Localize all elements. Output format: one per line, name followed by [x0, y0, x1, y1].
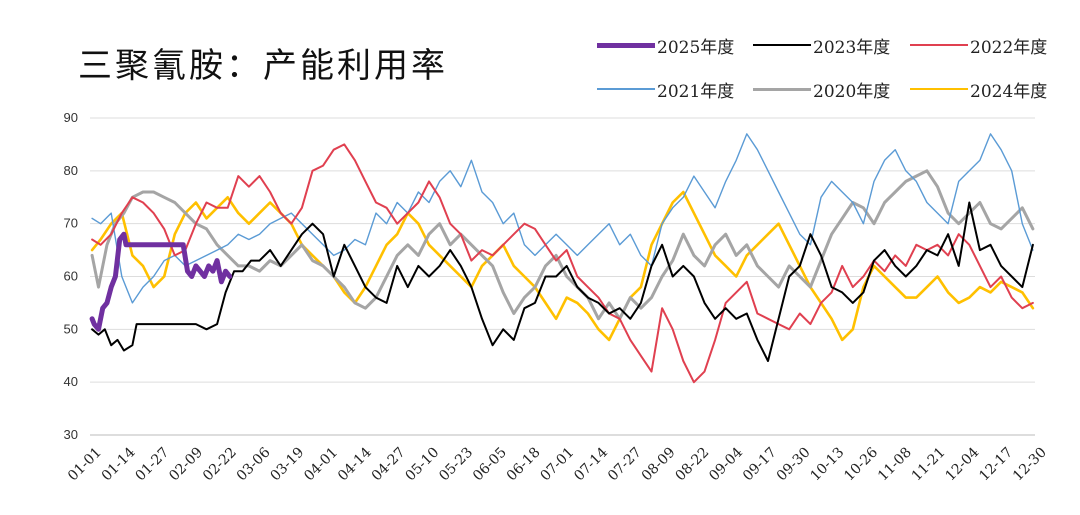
- x-tick-label-11-08: 11-08: [875, 445, 915, 485]
- x-tick-label-02-09: 02-09: [166, 445, 206, 485]
- legend-swatch: [753, 87, 811, 91]
- legend-swatch: [597, 42, 655, 48]
- chart-title: 三聚氰胺：产能利用率: [78, 46, 448, 86]
- y-tick-label-80: 80: [64, 163, 78, 178]
- series-line-2021年度: [91, 133, 1034, 304]
- x-tick-label-06-18: 06-18: [504, 445, 544, 485]
- x-tick-label-10-26: 10-26: [841, 444, 881, 484]
- x-tick-label-01-27: 01-27: [132, 445, 172, 485]
- legend-swatch: [910, 44, 968, 46]
- legend-item-2022年度: 2022年度: [910, 34, 1048, 58]
- legend-item-2023年度: 2023年度: [753, 34, 891, 58]
- legend-swatch: [910, 88, 968, 90]
- y-tick-label-60: 60: [64, 269, 78, 284]
- x-tick-label-11-21: 11-21: [909, 445, 949, 485]
- x-tick-label-05-10: 05-10: [402, 445, 442, 485]
- series-line-2025年度: [89, 231, 233, 332]
- x-tick-label-07-14: 07-14: [571, 444, 611, 484]
- series-line-2020年度: [90, 169, 1035, 321]
- x-tick-label-02-22: 02-22: [200, 445, 240, 485]
- x-tick-label-05-23: 05-23: [436, 445, 476, 485]
- legend-item-2024年度: 2024年度: [910, 78, 1048, 102]
- x-tick-label-04-01: 04-01: [301, 445, 341, 485]
- x-tick-label-01-01: 01-01: [65, 445, 105, 485]
- legend-label: 2024年度: [970, 81, 1048, 102]
- x-tick-label-07-01: 07-01: [537, 445, 577, 485]
- series-line-2023年度: [91, 201, 1034, 362]
- y-tick-label-70: 70: [64, 216, 78, 231]
- legend-label: 2021年度: [657, 81, 735, 102]
- x-tick-label-10-13: 10-13: [807, 445, 847, 485]
- x-tick-label-12-04: 12-04: [942, 444, 982, 484]
- y-tick-label-90: 90: [64, 110, 78, 125]
- x-tick-label-09-17: 09-17: [740, 445, 780, 485]
- legend-label: 2022年度: [970, 37, 1048, 58]
- y-tick-label-50: 50: [64, 321, 78, 336]
- legend-swatch: [597, 88, 655, 90]
- legend-item-2025年度: 2025年度: [597, 34, 735, 58]
- x-tick-label-03-19: 03-19: [267, 445, 307, 485]
- legend-item-2021年度: 2021年度: [597, 78, 735, 102]
- x-tick-label-04-27: 04-27: [369, 445, 409, 485]
- legend-label: 2023年度: [813, 37, 891, 58]
- x-tick-label-06-05: 06-05: [470, 445, 510, 485]
- series-line-2022年度: [91, 143, 1034, 384]
- y-tick-label-40: 40: [64, 374, 78, 389]
- legend-item-2020年度: 2020年度: [753, 78, 891, 102]
- series-line-2024年度: [90, 190, 1035, 342]
- x-tick-label-09-30: 09-30: [774, 445, 814, 485]
- x-tick-label-01-14: 01-14: [99, 444, 139, 484]
- legend-label: 2020年度: [813, 81, 891, 102]
- x-tick-label-08-22: 08-22: [672, 445, 712, 485]
- y-tick-label-30: 30: [64, 427, 78, 442]
- legend-label: 2025年度: [657, 37, 735, 58]
- legend-swatch: [753, 44, 811, 46]
- x-tick-label-03-06: 03-06: [234, 444, 274, 484]
- x-tick-label-09-04: 09-04: [706, 444, 746, 484]
- x-tick-label-12-17: 12-17: [976, 445, 1016, 485]
- x-tick-label-07-27: 07-27: [605, 445, 645, 485]
- x-tick-label-08-09: 08-09: [639, 445, 679, 485]
- x-tick-label-04-14: 04-14: [335, 444, 375, 484]
- x-tick-label-12-30: 12-30: [1010, 445, 1050, 485]
